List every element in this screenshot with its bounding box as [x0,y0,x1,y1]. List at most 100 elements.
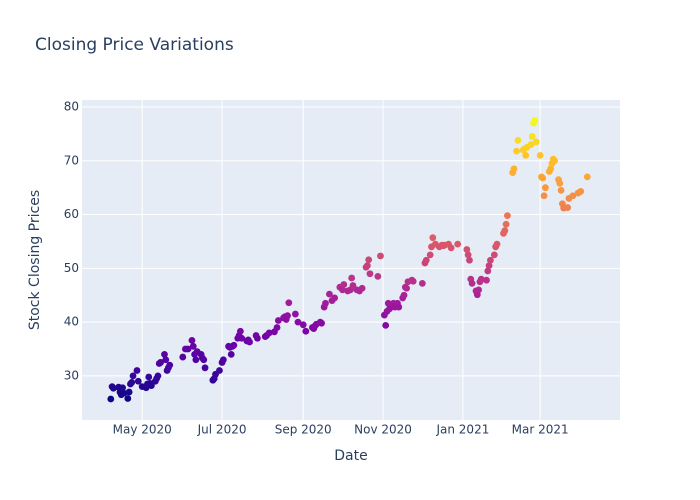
data-point [400,291,408,299]
data-point [274,317,282,324]
data-point [502,220,510,228]
data-point [125,388,133,396]
data-point [403,284,411,292]
data-point [200,356,208,364]
data-point [464,251,472,259]
data-point [564,204,572,211]
data-point [377,252,384,260]
data-point [577,188,585,195]
data-point [340,281,348,288]
data-point [528,133,536,140]
y-tick-label: 70 [64,153,79,167]
x-axis-title: Date [334,448,367,464]
data-point [487,256,494,264]
data-point [374,273,382,280]
data-point [466,256,473,264]
data-point [395,303,403,311]
data-point [110,384,117,392]
data-point [522,151,530,159]
data-point [493,240,501,248]
data-point [475,286,483,294]
data-point [501,227,509,235]
data-point [230,341,238,349]
data-point [124,395,132,402]
x-tick-label: Mar 2021 [512,423,569,437]
x-tick-label: Sep 2020 [275,423,332,437]
x-tick-label: May 2020 [113,423,172,437]
data-point [547,165,555,173]
data-point [386,305,394,313]
data-point [331,294,339,302]
data-point [556,179,564,187]
data-point [532,138,540,146]
data-point [254,334,261,342]
data-point [583,173,591,181]
data-point [284,312,291,320]
data-point [216,367,223,374]
y-tick-label: 40 [64,315,79,329]
y-axis-title: Stock Closing Prices [27,190,43,330]
data-point [527,141,535,149]
plot-area [82,100,620,420]
data-point [326,290,333,298]
data-point [120,389,128,397]
data-point [302,327,310,335]
data-point [161,350,168,358]
data-point [227,350,235,358]
data-point [504,212,511,220]
data-point [133,367,141,374]
data-point [513,147,520,155]
data-point [382,321,390,329]
data-point [201,364,209,372]
y-tick-label: 80 [64,99,79,113]
data-point [536,151,544,159]
x-tick-label: Nov 2020 [354,423,412,437]
data-point [569,192,577,200]
data-point [162,356,170,364]
grid [82,100,620,420]
y-tick-label: 50 [64,261,79,275]
data-point [188,337,196,344]
data-point [557,186,565,194]
data-point [426,251,434,259]
data-point [539,174,547,182]
y-tick-label: 30 [64,368,79,382]
data-point [147,382,155,389]
data-point [265,329,273,337]
data-point [107,395,115,403]
data-point [189,342,197,350]
x-tick-label: Jul 2020 [197,423,247,437]
data-point [192,356,200,364]
y-tick-label: 60 [64,207,79,221]
data-point [119,384,126,392]
data-point [447,244,455,252]
data-point [540,192,548,200]
data-point [463,246,471,253]
data-point [366,270,374,278]
data-point [349,282,357,289]
data-point [134,377,142,385]
data-point [238,334,246,342]
x-tick-label: Jan 2021 [435,423,489,437]
data-point [285,299,293,307]
data-point [166,361,174,369]
data-point [219,356,227,364]
data-point [422,256,430,264]
data-point [418,279,426,287]
data-point [429,234,437,242]
data-point [179,353,187,361]
data-point [348,274,356,282]
data-point [294,318,302,326]
data-point [468,279,476,287]
data-point [514,136,522,144]
data-point [409,277,417,285]
data-point [154,372,162,380]
data-point [145,373,153,381]
data-point [483,276,490,284]
data-point [384,299,392,307]
data-point [490,251,498,259]
data-point [541,184,549,192]
data-point [484,267,492,275]
